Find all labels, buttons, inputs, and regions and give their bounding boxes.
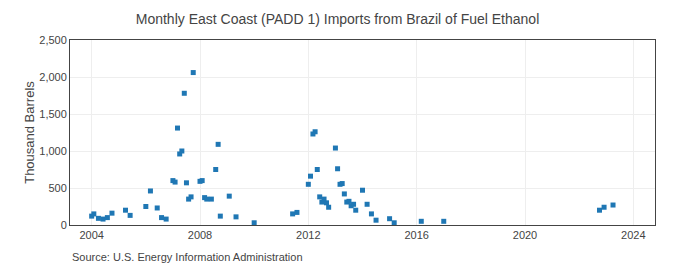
svg-text:2012: 2012 <box>296 229 320 241</box>
svg-text:0: 0 <box>61 219 67 231</box>
svg-text:1,000: 1,000 <box>39 145 67 157</box>
svg-text:Monthly East Coast (PADD 1) Im: Monthly East Coast (PADD 1) Imports from… <box>136 11 540 27</box>
svg-text:2,500: 2,500 <box>39 34 67 46</box>
svg-text:1,500: 1,500 <box>39 108 67 120</box>
svg-text:Source: U.S. Energy Informatio: Source: U.S. Energy Information Administ… <box>72 251 303 263</box>
svg-text:2004: 2004 <box>79 229 103 241</box>
svg-text:2024: 2024 <box>621 229 645 241</box>
svg-text:2020: 2020 <box>513 229 537 241</box>
svg-text:Thousand Barrels: Thousand Barrels <box>22 81 37 184</box>
svg-text:2016: 2016 <box>404 229 428 241</box>
svg-text:2,000: 2,000 <box>39 71 67 83</box>
svg-text:2008: 2008 <box>188 229 212 241</box>
svg-text:500: 500 <box>48 182 66 194</box>
